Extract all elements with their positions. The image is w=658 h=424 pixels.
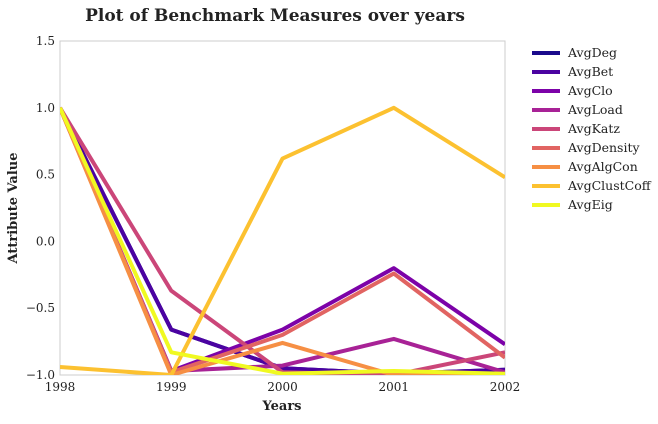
y-tick-label: 1.5: [36, 34, 55, 48]
legend-label: AvgKatz: [567, 121, 620, 136]
legend-entry-avgclo: AvgClo: [532, 83, 613, 98]
legend-label: AvgBet: [567, 64, 613, 79]
legend-entry-avgdensity: AvgDensity: [532, 140, 640, 155]
legend-entry-avgclustcoff: AvgClustCoff: [532, 178, 652, 193]
series-line-avgclustcoff: [60, 105, 505, 375]
y-axis-ticks: 1.5 1.0 0.5 0.0 −0.5 −1.0: [26, 34, 55, 382]
legend-label: AvgAlgCon: [567, 159, 638, 174]
y-tick-label: 0.5: [36, 168, 55, 182]
series-layer: [60, 105, 505, 375]
legend-label: AvgClo: [567, 83, 613, 98]
y-axis-label: Attribute Value: [6, 153, 21, 265]
x-tick-label: 1999: [156, 380, 187, 394]
x-axis-label: Years: [261, 399, 301, 414]
legend-entry-avgalgcon: AvgAlgCon: [532, 159, 638, 174]
legend: AvgDeg AvgBet AvgClo AvgLoad AvgKatz AvgDensi…: [532, 45, 652, 212]
legend-entry-avgload: AvgLoad: [532, 102, 623, 117]
y-tick-label: −1.0: [26, 368, 55, 382]
legend-entry-avgeig: AvgEig: [532, 197, 613, 212]
x-tick-label: 2000: [267, 380, 298, 394]
x-tick-label: 2002: [490, 380, 521, 394]
chart-title: Plot of Benchmark Measures over years: [85, 6, 465, 26]
legend-entry-avgdeg: AvgDeg: [532, 45, 617, 60]
legend-label: AvgLoad: [567, 102, 623, 117]
legend-label: AvgClustCoff: [567, 178, 652, 193]
series-line-avgeig: [60, 106, 505, 375]
x-tick-label: 2001: [378, 380, 409, 394]
legend-entry-avgbet: AvgBet: [532, 64, 613, 79]
legend-label: AvgDeg: [567, 45, 617, 60]
legend-label: AvgEig: [567, 197, 613, 212]
y-tick-label: −0.5: [26, 301, 55, 315]
x-axis-ticks: 1998 1999 2000 2001 2002: [45, 380, 521, 394]
plot-area: [59, 40, 506, 376]
y-tick-label: 0.0: [36, 234, 55, 248]
y-tick-label: 1.0: [36, 101, 55, 115]
legend-label: AvgDensity: [567, 140, 640, 155]
x-tick-label: 1998: [45, 380, 76, 394]
series-line-avgalgcon: [60, 107, 505, 375]
legend-entry-avgkatz: AvgKatz: [532, 121, 620, 136]
